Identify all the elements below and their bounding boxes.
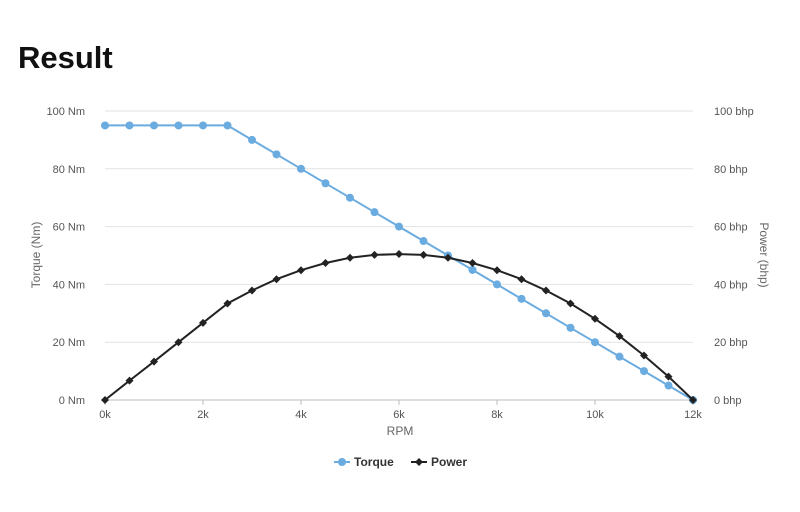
y-left-tick-label: 100 Nm	[46, 106, 85, 118]
torque-point	[223, 121, 232, 130]
y-left-tick-label: 80 Nm	[53, 164, 85, 176]
torque-point	[297, 164, 305, 173]
series-layer	[101, 121, 697, 404]
legend: Torque Power	[334, 455, 467, 469]
torque-point	[591, 338, 599, 347]
power-point	[321, 259, 330, 268]
y-right-tick-label: 0 bhp	[714, 395, 742, 407]
x-tick-label: 2k	[197, 409, 209, 421]
torque-point	[101, 121, 109, 130]
torque-point	[566, 323, 575, 332]
x-tick-label: 12k	[684, 409, 702, 421]
power-point	[444, 253, 452, 262]
torque-point	[542, 309, 550, 318]
torque-point	[321, 179, 330, 188]
power-point	[689, 396, 697, 404]
y-left-tick-label: 60 Nm	[53, 222, 85, 234]
x-tick-label: 10k	[586, 409, 604, 421]
y-left-tick-label: 40 Nm	[53, 279, 85, 291]
y-axis-right-title: Power (bhp)	[757, 222, 771, 287]
legend-item-torque: Torque	[334, 455, 394, 469]
torque-point	[199, 121, 207, 130]
power-series	[101, 250, 697, 404]
x-tick-label: 4k	[295, 409, 307, 421]
torque-point	[419, 237, 428, 246]
torque-point	[664, 381, 673, 390]
power-point	[248, 286, 256, 295]
power-point	[493, 266, 501, 275]
power-point	[174, 338, 183, 347]
legend-label-torque: Torque	[354, 455, 394, 469]
y-right-tick-label: 100 bhp	[714, 106, 754, 118]
torque-point	[272, 150, 281, 159]
y-left-tick-label: 20 Nm	[53, 337, 85, 349]
torque-point	[370, 208, 379, 217]
power-point	[664, 372, 673, 381]
power-point	[395, 250, 403, 259]
legend-marker-power	[415, 458, 423, 466]
y-axis-right-ticks: 0 bhp 20 bhp 40 bhp 60 bhp 80 bhp 100 bhp	[714, 106, 754, 407]
torque-point	[248, 135, 256, 144]
torque-point	[468, 265, 477, 274]
power-point	[640, 351, 648, 360]
torque-point	[493, 280, 501, 289]
power-point	[150, 357, 158, 366]
y-axis-left-ticks: 0 Nm 20 Nm 40 Nm 60 Nm 80 Nm 100 Nm	[46, 106, 85, 407]
torque-series	[101, 121, 697, 404]
torque-point	[615, 352, 624, 361]
torque-point	[517, 294, 526, 303]
x-tick-label: 8k	[491, 409, 503, 421]
x-axis-title: RPM	[387, 424, 414, 438]
page-title: Result	[18, 40, 113, 75]
legend-label-power: Power	[431, 455, 467, 469]
legend-marker-torque	[338, 458, 346, 466]
torque-point	[150, 121, 158, 130]
power-point	[199, 318, 207, 327]
y-left-tick-label: 0 Nm	[59, 395, 85, 407]
x-tick-label: 0k	[99, 409, 111, 421]
power-point	[101, 396, 109, 404]
power-point	[591, 314, 599, 323]
power-point	[125, 376, 134, 385]
legend-item-power: Power	[411, 455, 467, 469]
power-point	[272, 275, 281, 284]
power-point	[370, 250, 379, 259]
torque-line	[105, 124, 694, 401]
power-point	[223, 299, 232, 308]
power-point	[419, 250, 428, 259]
power-point	[542, 286, 550, 295]
x-axis-ticks: 0k 2k 4k 6k 8k 10k 12k	[99, 400, 702, 421]
y-right-tick-label: 80 bhp	[714, 164, 748, 176]
y-right-tick-label: 60 bhp	[714, 222, 748, 234]
torque-point	[395, 222, 403, 231]
power-point	[468, 259, 477, 268]
x-tick-label: 6k	[393, 409, 405, 421]
power-point	[297, 266, 305, 275]
power-point	[566, 299, 575, 308]
torque-point	[640, 367, 648, 376]
torque-point	[174, 121, 183, 130]
y-right-tick-label: 20 bhp	[714, 337, 748, 349]
y-right-tick-label: 40 bhp	[714, 279, 748, 291]
power-point	[517, 275, 526, 284]
power-line	[104, 253, 694, 401]
power-point	[346, 253, 354, 262]
power-point	[615, 332, 624, 341]
y-axis-left-title: Torque (Nm)	[29, 222, 43, 289]
torque-point	[125, 121, 134, 130]
torque-point	[346, 193, 354, 202]
